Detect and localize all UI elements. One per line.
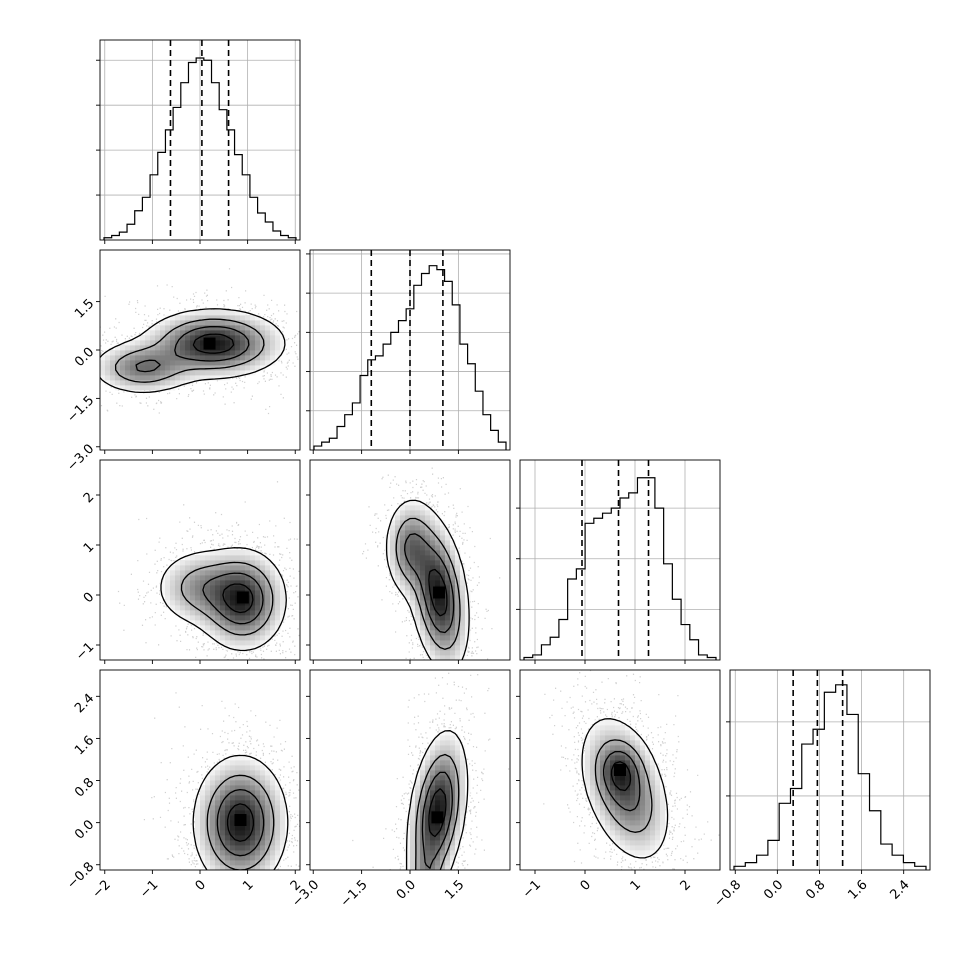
histogram-panel-2 [520, 460, 720, 660]
xtick-label-param-0-3: 1 [240, 877, 256, 893]
pair-3-0-contour-3 [226, 803, 255, 842]
pair-3-2-contour-3 [610, 761, 632, 792]
xtick-label-param-0-1: −1 [137, 877, 161, 901]
pair-3-1-peak [431, 811, 444, 824]
xtick-label-param-3-2: 0.8 [803, 877, 828, 902]
pair-1-0-peak [203, 337, 216, 350]
pair-1-0-contour-1 [114, 318, 265, 383]
hist-3-step [733, 684, 927, 870]
pair-3-2-contour-2 [602, 750, 641, 812]
pair-3-0-contour-0 [192, 754, 289, 870]
pair-3-2-frame [519, 669, 721, 871]
ytick-label-param-3-2: 0.8 [72, 775, 97, 800]
pair-3-0-contour-2 [216, 788, 265, 857]
pair-2-1-peak [433, 586, 446, 599]
ytick-label-param-1-2: 0.0 [72, 345, 97, 370]
pair-1-0-contour-0 [100, 308, 286, 394]
hist-3-frame [729, 669, 931, 871]
pair-3-2-contour-1 [594, 739, 653, 833]
ytick-label-param-2-3: 2 [81, 490, 97, 506]
pair-2-1-contour-1 [395, 517, 461, 650]
histogram-panel-0 [100, 40, 300, 240]
pair-2-1-contour-3 [428, 568, 448, 617]
pair-2-0-contour-1 [180, 561, 274, 636]
xtick-label-param-2-2: 1 [628, 877, 644, 893]
pair-2-0-peak [236, 591, 249, 604]
pair-panel-1-0 [100, 268, 300, 415]
pair-2-1-contour-2 [404, 533, 455, 634]
xtick-label-param-2-1: 0 [578, 877, 594, 893]
ytick-label-param-1-1: −1.5 [64, 393, 97, 426]
ytick-label-param-1-0: −3.0 [64, 441, 97, 474]
xtick-label-param-1-2: 0.0 [394, 877, 419, 902]
pair-3-1-contour-0 [405, 730, 469, 870]
pair-3-2-contour-0 [581, 718, 669, 859]
hist-0-step [103, 57, 297, 240]
pair-3-1-contour-2 [421, 771, 453, 869]
hist-2-step [523, 477, 717, 660]
xtick-label-param-0-0: −2 [90, 877, 114, 901]
xtick-label-param-3-3: 1.6 [845, 877, 870, 902]
hist-2-frame [519, 459, 721, 661]
pair-1-0-contour-3 [192, 333, 235, 354]
ytick-label-param-2-0: −1 [73, 640, 97, 664]
pair-3-0-peak [234, 814, 247, 826]
pair-2-0-contour-3 [222, 583, 254, 614]
xtick-label-param-3-0: −0.8 [711, 877, 744, 910]
hist-1-step [313, 265, 507, 450]
pair-panel-3-0 [143, 692, 300, 870]
ytick-label-param-3-3: 1.6 [72, 733, 97, 758]
pair-panel-2-1 [362, 467, 501, 660]
pair-panel-3-1 [352, 672, 510, 870]
pair-3-2-peak [614, 764, 626, 776]
histogram-panel-1 [310, 250, 510, 450]
ytick-label-param-1-3: 1.5 [72, 296, 97, 321]
pair-panel-2-0 [117, 481, 300, 660]
xtick-label-param-0-2: 0 [193, 877, 209, 893]
xtick-label-param-2-3: 2 [678, 877, 694, 893]
pair-2-0-contour-0 [160, 547, 287, 652]
ytick-label-param-3-4: 2.4 [72, 691, 97, 716]
pair-2-0-contour-2 [202, 572, 264, 625]
histogram-panel-3 [730, 670, 930, 870]
pair-panel-3-2 [543, 670, 720, 870]
xtick-label-param-2-0: −1 [520, 877, 544, 901]
pair-2-1-contour-0 [385, 499, 470, 660]
pair-3-0-contour-1 [206, 774, 275, 870]
xtick-label-param-3-1: 0.0 [761, 877, 786, 902]
xtick-label-param-1-3: 1.5 [442, 877, 467, 902]
pair-3-1-contour-1 [415, 753, 460, 870]
ytick-label-param-3-1: 0.0 [72, 817, 97, 842]
pair-1-0-contour-2 [135, 325, 250, 373]
xtick-label-param-3-4: 2.4 [887, 877, 912, 902]
ytick-label-param-2-2: 1 [81, 540, 97, 556]
xtick-label-param-1-1: −1.5 [338, 877, 371, 910]
ytick-label-param-2-1: 0 [81, 590, 97, 606]
